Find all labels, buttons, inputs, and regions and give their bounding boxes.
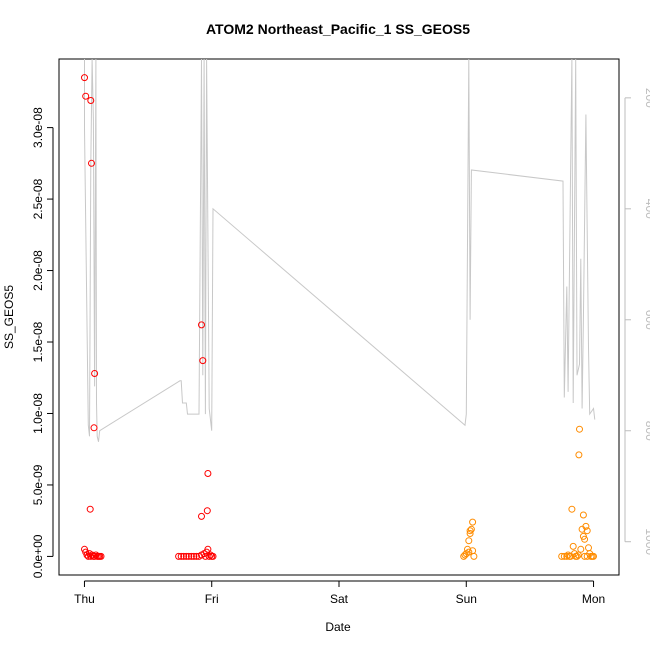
data-point: [575, 451, 583, 459]
data-point: [583, 552, 591, 560]
data-point: [573, 552, 581, 560]
x-tick-label: Sat: [330, 592, 349, 606]
data-point: [182, 552, 190, 560]
data-point: [204, 545, 212, 553]
y-tick-label: 1.0e-08: [31, 393, 45, 434]
data-point: [82, 92, 90, 100]
data-point: [187, 552, 195, 560]
y-tick-label: 2.5e-08: [31, 178, 45, 219]
data-point: [581, 552, 589, 560]
data-point: [205, 552, 213, 560]
data-point: [198, 321, 205, 329]
data-point: [185, 552, 193, 560]
altitude-line: [84, 58, 596, 442]
x-tick-label: Thu: [74, 592, 95, 606]
data-point: [576, 425, 583, 433]
y-tick-label: 3.0e-08: [31, 107, 45, 148]
data-point: [209, 552, 217, 560]
x-tick-label: Mon: [582, 592, 605, 606]
data-point: [583, 527, 591, 535]
data-point: [180, 552, 188, 560]
data-point: [466, 530, 474, 537]
data-point: [466, 527, 474, 535]
plot-frame: [58, 58, 620, 576]
y-axis-label: SS_GEOS5: [2, 285, 16, 349]
x-tick-label: Fri: [205, 592, 219, 606]
data-point: [465, 537, 473, 545]
data-point: [190, 552, 198, 560]
chart-marks: [81, 58, 597, 560]
data-point: [81, 74, 88, 82]
data-point: [90, 424, 98, 432]
y-tick-label: 2.0e-08: [31, 250, 45, 291]
chart-axes: Thu Fri Sat Sun Mon 0.0e+00 5.0e-09 1.0e-08 1.5e…: [31, 88, 650, 606]
data-point: [579, 511, 587, 519]
data-point: [469, 518, 477, 526]
data-point: [91, 370, 99, 377]
chart-title: ATOM2 Northeast_Pacific_1 SS_GEOS5: [206, 21, 470, 37]
data-point: [193, 552, 200, 560]
data-point: [558, 552, 566, 560]
data-point: [563, 552, 571, 560]
data-point: [581, 535, 589, 543]
y2-tick-label: 1000: [643, 528, 650, 555]
y2-tick-label: 400: [643, 199, 650, 219]
data-point: [204, 470, 212, 477]
data-point: [88, 159, 95, 167]
data-point: [467, 525, 475, 533]
y2-tick-label: 600: [643, 310, 650, 330]
data-point: [582, 522, 590, 530]
data-point: [97, 552, 105, 560]
data-point: [465, 548, 473, 556]
data-point: [87, 97, 95, 104]
y2-tick-label: 800: [643, 421, 650, 441]
data-point: [585, 544, 592, 552]
y-tick-label: 5.0e-09: [31, 464, 45, 505]
data-point: [203, 507, 211, 515]
data-point: [577, 545, 585, 553]
y-tick-label: 1.5e-08: [31, 321, 45, 362]
data-point: [198, 512, 205, 520]
y-tick-label: 0.0e+00: [31, 534, 45, 578]
data-point: [470, 552, 478, 560]
y2-tick-label: 200: [643, 88, 650, 108]
data-point: [568, 505, 576, 513]
data-point: [177, 552, 185, 560]
data-point: [574, 551, 582, 559]
x-tick-label: Sun: [456, 592, 477, 606]
data-point: [175, 552, 183, 560]
x-axis-label: Date: [325, 620, 351, 634]
data-point: [199, 357, 207, 365]
data-point: [569, 542, 577, 550]
data-point: [86, 505, 94, 513]
